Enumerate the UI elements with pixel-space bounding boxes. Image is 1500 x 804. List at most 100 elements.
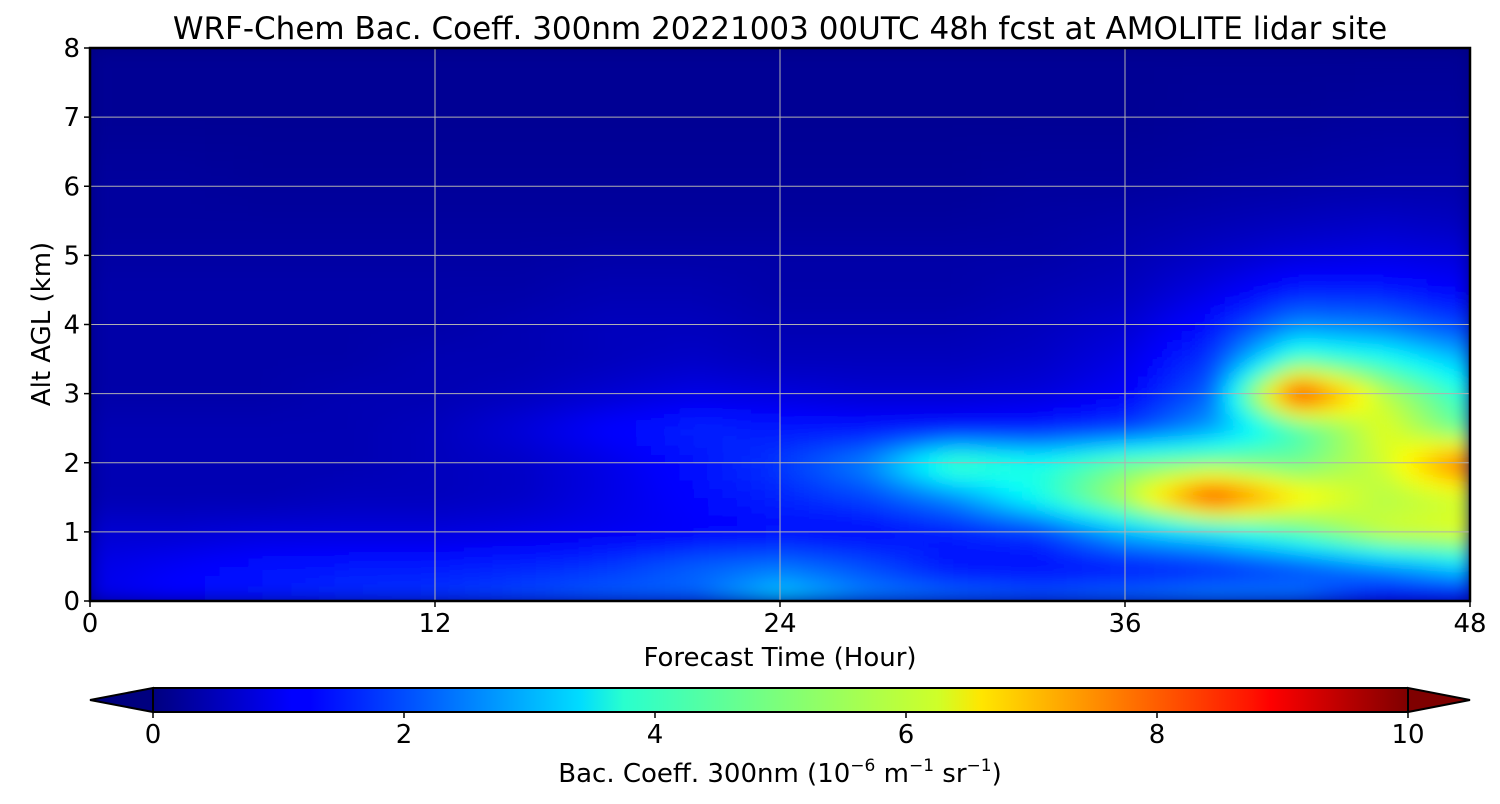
heatmap-cell (966, 462, 982, 472)
heatmap-cell (1067, 255, 1083, 265)
heatmap-cell (550, 393, 565, 403)
heatmap-cell (1196, 281, 1212, 291)
heatmap-cell (866, 143, 882, 153)
heatmap-cell (435, 376, 450, 386)
heatmap-cell (851, 117, 867, 127)
heatmap-cell (262, 384, 278, 395)
heatmap-cell (794, 436, 810, 447)
heatmap-cell (564, 117, 580, 127)
heatmap-cell (1125, 134, 1140, 144)
heatmap-cell (995, 238, 1011, 248)
heatmap-cell (808, 315, 824, 326)
heatmap-cell (363, 376, 379, 386)
heatmap-cell (478, 350, 494, 360)
heatmap-cell (1024, 410, 1040, 421)
heatmap-cell (1196, 566, 1212, 576)
heatmap-cell (1010, 428, 1025, 438)
heatmap-cell (1139, 238, 1155, 248)
heatmap-cell (1196, 212, 1212, 222)
heatmap-cell (593, 514, 609, 524)
heatmap-cell (708, 82, 724, 92)
heatmap-cell (506, 143, 522, 153)
heatmap-cell (262, 583, 278, 593)
heatmap-cell (377, 82, 393, 92)
heatmap-cell (866, 203, 882, 213)
heatmap-cell (205, 350, 220, 360)
heatmap-cell (981, 557, 997, 568)
heatmap-cell (406, 177, 422, 187)
heatmap-cell (1110, 91, 1126, 101)
heatmap-cell (521, 575, 537, 585)
heatmap-cell (851, 531, 867, 542)
heatmap-cell (823, 341, 839, 352)
heatmap-cell (895, 341, 910, 352)
heatmap-cell (780, 445, 795, 455)
heatmap-cell (1125, 194, 1140, 205)
heatmap-cell (837, 298, 853, 308)
heatmap-cell (104, 367, 120, 377)
heatmap-cell (506, 376, 522, 386)
heatmap-cell (1153, 134, 1169, 144)
heatmap-cell (190, 540, 206, 550)
heatmap-cell (1139, 471, 1155, 481)
heatmap-cell (1153, 48, 1169, 58)
heatmap-cell (550, 298, 565, 308)
heatmap-cell (693, 220, 709, 231)
heatmap-cell (1153, 384, 1169, 395)
heatmap-cell (363, 177, 379, 187)
heatmap-cell (808, 289, 824, 300)
heatmap-cell (449, 428, 465, 438)
heatmap-cell (1024, 583, 1040, 593)
heatmap-cell (823, 445, 839, 455)
heatmap-cell (607, 220, 623, 231)
heatmap-cell (262, 212, 278, 222)
heatmap-cell (1196, 454, 1212, 464)
heatmap-cell (435, 445, 450, 455)
heatmap-cell (1182, 298, 1198, 308)
heatmap-cell (348, 445, 364, 455)
heatmap-cell (90, 445, 105, 455)
heatmap-cell (1010, 48, 1025, 58)
heatmap-cell (1038, 592, 1054, 601)
heatmap-cell (765, 203, 781, 213)
heatmap-cell (636, 48, 652, 58)
heatmap-cell (708, 168, 724, 179)
heatmap-cell (736, 557, 752, 568)
heatmap-cell (463, 151, 479, 161)
heatmap-cell (693, 65, 709, 75)
heatmap-cell (650, 177, 666, 187)
heatmap-cell (1096, 203, 1112, 213)
heatmap-cell (1125, 462, 1140, 472)
heatmap-cell (248, 56, 264, 66)
heatmap-cell (751, 549, 767, 559)
heatmap-cell (966, 48, 982, 58)
heatmap-cell (334, 505, 350, 516)
heatmap-cell (1168, 583, 1184, 593)
heatmap-cell (219, 99, 235, 110)
heatmap-cell (334, 557, 350, 568)
heatmap-cell (291, 117, 307, 127)
heatmap-cell (161, 315, 177, 326)
heatmap-cell (736, 341, 752, 352)
heatmap-cell (981, 298, 997, 308)
heatmap-cell (506, 272, 522, 282)
heatmap-cell (952, 65, 968, 75)
heatmap-cell (866, 160, 882, 170)
heatmap-cell (1125, 583, 1140, 593)
heatmap-cell (161, 324, 177, 334)
heatmap-cell (995, 393, 1011, 403)
heatmap-cell (262, 341, 278, 352)
heatmap-cell (909, 523, 925, 533)
heatmap-cell (435, 419, 450, 429)
heatmap-cell (377, 108, 393, 118)
heatmap-cell (521, 505, 537, 516)
heatmap-cell (593, 73, 609, 84)
heatmap-cell (837, 48, 853, 58)
heatmap-cell (1096, 410, 1112, 421)
heatmap-cell (219, 505, 235, 516)
heatmap-cell (679, 220, 695, 231)
heatmap-cell (1024, 497, 1040, 507)
heatmap-cell (449, 402, 465, 412)
heatmap-cell (449, 419, 465, 429)
heatmap-cell (219, 151, 235, 161)
